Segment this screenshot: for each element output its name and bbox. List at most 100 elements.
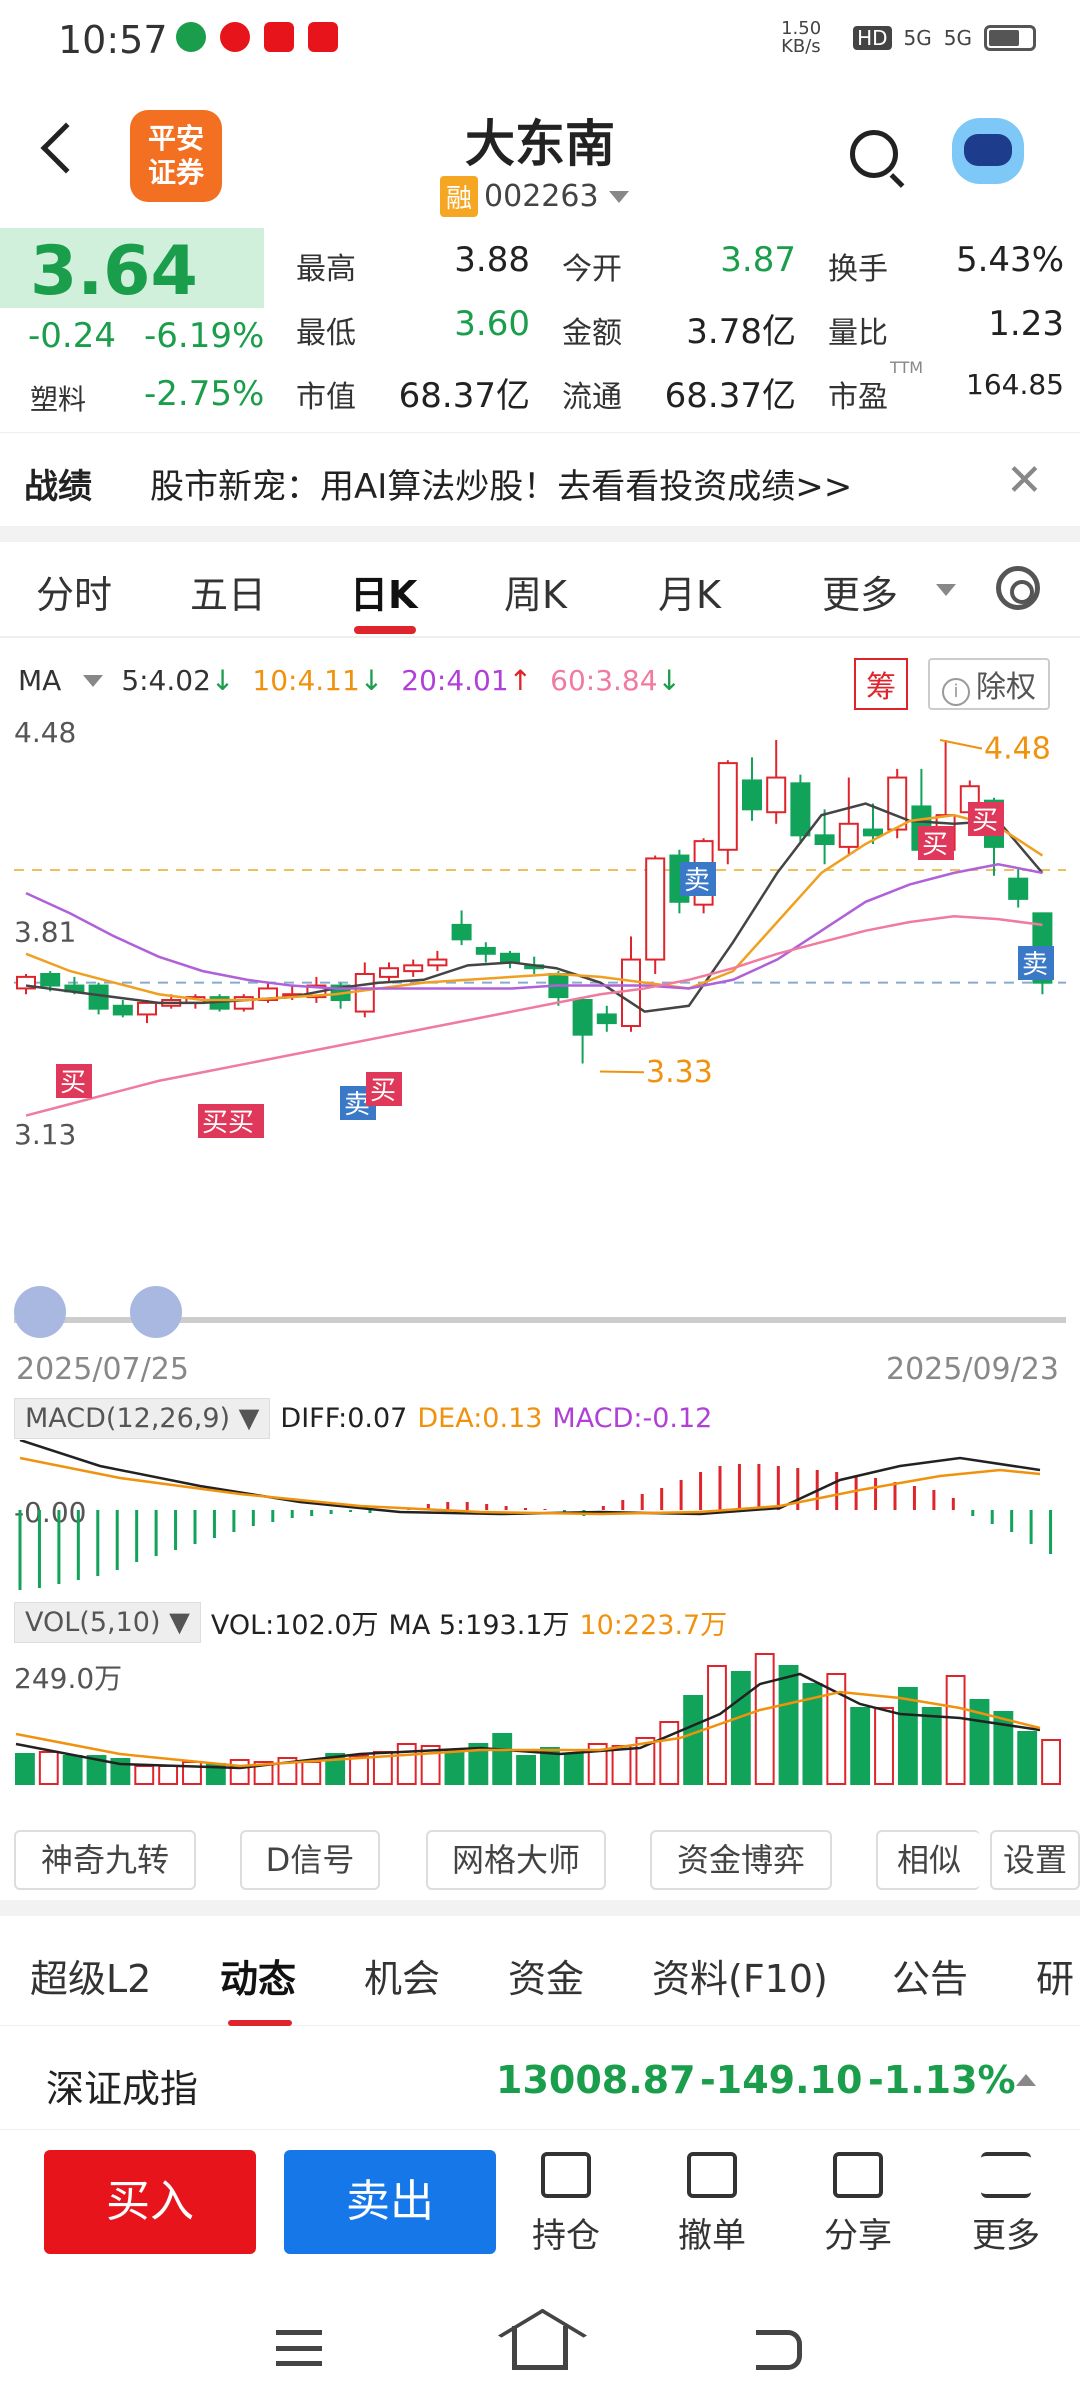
back-icon[interactable] <box>756 2330 802 2370</box>
candle-body <box>645 857 666 961</box>
current-price: 3.64 <box>30 232 198 311</box>
tab-intraday[interactable]: 分时 <box>36 573 113 617</box>
ma-legend[interactable]: MA 5:4.02↓ 10:4.11↓ 20:4.01↑ 60:3.84↓ <box>18 664 681 697</box>
d-signal-button[interactable]: D信号 <box>240 1830 380 1890</box>
index-value: 13008.87 <box>496 2058 696 2102</box>
scroll-left-icon <box>14 1286 66 1338</box>
more-button[interactable]: 更多 <box>956 2152 1056 2257</box>
ai-assistant-icon[interactable] <box>952 118 1024 184</box>
quote-label: 今开 <box>562 252 622 287</box>
hd-icon: HD <box>853 26 892 50</box>
tab-f10[interactable]: 资料(F10) <box>652 1957 828 2001</box>
quote-value: 68.37亿 <box>664 376 796 416</box>
gear-icon[interactable] <box>996 566 1040 610</box>
ex-rights-button[interactable]: i 除权 <box>928 658 1050 710</box>
sell-button[interactable]: 卖出 <box>284 2150 496 2254</box>
quote-label: 最高 <box>296 252 356 287</box>
stock-code: 002263 <box>484 179 599 214</box>
price-change: -0.24 <box>28 316 116 356</box>
nine-turn-button[interactable]: 神奇九转 <box>14 1830 196 1890</box>
index-change: -149.10 <box>700 2058 863 2102</box>
quote-value: 3.60 <box>454 304 530 344</box>
menu-icon[interactable] <box>276 2330 322 2366</box>
macd-legend[interactable]: MACD(12,26,9) ▼ DIFF:0.07 DEA:0.13 MACD:… <box>14 1398 712 1439</box>
tab-research[interactable]: 研 <box>1036 1957 1075 2001</box>
ma10-line <box>25 813 1044 1002</box>
signal-badge: 卖 <box>680 862 716 896</box>
tab-daily-k[interactable]: 日K <box>350 573 418 617</box>
buy-button[interactable]: 买入 <box>44 2150 256 2254</box>
volume-bar <box>802 1683 823 1785</box>
tab-more[interactable]: 更多 <box>822 573 899 617</box>
ma5-value: 5:4.02↓ <box>121 664 235 697</box>
fund-game-button[interactable]: 资金博弈 <box>650 1830 832 1890</box>
tab-news[interactable]: 动态 <box>220 1957 297 2001</box>
vol-selector[interactable]: VOL(5,10) ▼ <box>14 1602 201 1643</box>
tab-funds[interactable]: 资金 <box>508 1957 585 2001</box>
candle <box>790 774 811 844</box>
quote-label: 最低 <box>296 316 356 351</box>
cancel-order-button[interactable]: 撤单 <box>662 2152 762 2257</box>
chip-distribution-button[interactable]: 筹 <box>854 658 908 710</box>
quote-value: 5.43% <box>955 240 1064 280</box>
active-tab-indicator <box>354 626 416 634</box>
tab-monthly-k[interactable]: 月K <box>658 573 721 617</box>
index-ticker[interactable]: 深证成指 13008.87 -149.10 -1.13% <box>0 2026 1080 2130</box>
candle-body <box>112 1004 133 1016</box>
tab-level2[interactable]: 超级L2 <box>30 1957 152 2001</box>
quote-label: 换手 <box>828 252 888 287</box>
quote-value: 1.23 <box>988 304 1064 344</box>
volume-legend[interactable]: VOL(5,10) ▼ VOL:102.0万 MA 5:193.1万 10:22… <box>14 1602 727 1643</box>
signal-badge: 买 <box>56 1064 92 1098</box>
candle-body <box>379 967 399 978</box>
tab-five-day[interactable]: 五日 <box>190 573 267 617</box>
signal-badge: 卖 <box>1018 946 1054 980</box>
signal-badge-text: 买 <box>922 830 948 860</box>
signal-badge: 买 <box>968 802 1004 836</box>
volume-bar <box>1041 1739 1061 1785</box>
macd-chart[interactable]: -0.00 <box>0 1440 1080 1600</box>
macd-selector[interactable]: MACD(12,26,9) ▼ <box>14 1398 271 1439</box>
close-icon[interactable]: ✕ <box>1006 455 1043 506</box>
share-button[interactable]: 分享 <box>808 2152 908 2257</box>
search-icon[interactable] <box>850 130 898 178</box>
volume-bar <box>325 1753 346 1785</box>
sector-pct: -2.75% <box>144 374 265 414</box>
home-icon[interactable] <box>512 2326 568 2370</box>
broker-logo[interactable]: 平安 证券 <box>130 110 222 202</box>
settings-button[interactable]: 设置 <box>990 1830 1080 1890</box>
holdings-button[interactable]: 持仓 <box>516 2152 616 2257</box>
signal-badge-text: 卖 <box>1022 950 1048 980</box>
signal-badge: 买买 <box>198 1104 264 1138</box>
volume-chart[interactable]: 249.0万 <box>0 1644 1080 1804</box>
quote-label: 量比 <box>828 316 888 351</box>
promo-text[interactable]: 股市新宠：用AI算法炒股！去看看投资成绩>> <box>150 467 853 507</box>
quote-label: 市值 <box>296 380 356 415</box>
quote-label: 金额 <box>562 316 622 351</box>
tab-opportunity[interactable]: 机会 <box>364 1957 441 2001</box>
volume-bar <box>229 1759 250 1785</box>
stock-code-selector[interactable]: 融 002263 <box>440 176 629 217</box>
sector-label[interactable]: 塑料 <box>30 383 87 416</box>
candle <box>379 962 399 983</box>
index-name: 深证成指 <box>46 2067 199 2111</box>
similar-button[interactable]: 相似 <box>876 1830 980 1890</box>
cancel-order-label: 撤单 <box>678 2216 746 2256</box>
volume-bar <box>611 1745 632 1785</box>
candle-body <box>621 958 641 1027</box>
share-label: 分享 <box>824 2216 892 2256</box>
volume-bar <box>850 1707 871 1785</box>
chevron-up-icon[interactable] <box>1016 2074 1036 2086</box>
promo-bar[interactable]: 战绩 股市新宠：用AI算法炒股！去看看投资成绩>> ✕ <box>0 432 1080 526</box>
candle <box>403 959 424 977</box>
candle-body <box>40 973 61 987</box>
status-bar: 10:57 1.50 KB/s HD 5G 5G <box>0 0 1080 80</box>
price-change-pct: -6.19% <box>144 316 265 356</box>
tab-announcement[interactable]: 公告 <box>892 1957 969 2001</box>
signal-badge-bg <box>198 1104 264 1138</box>
grid-master-button[interactable]: 网格大师 <box>426 1830 606 1890</box>
tab-weekly-k[interactable]: 周K <box>504 573 567 617</box>
quote-value: 164.85 <box>966 368 1064 401</box>
candle-body <box>766 776 787 814</box>
